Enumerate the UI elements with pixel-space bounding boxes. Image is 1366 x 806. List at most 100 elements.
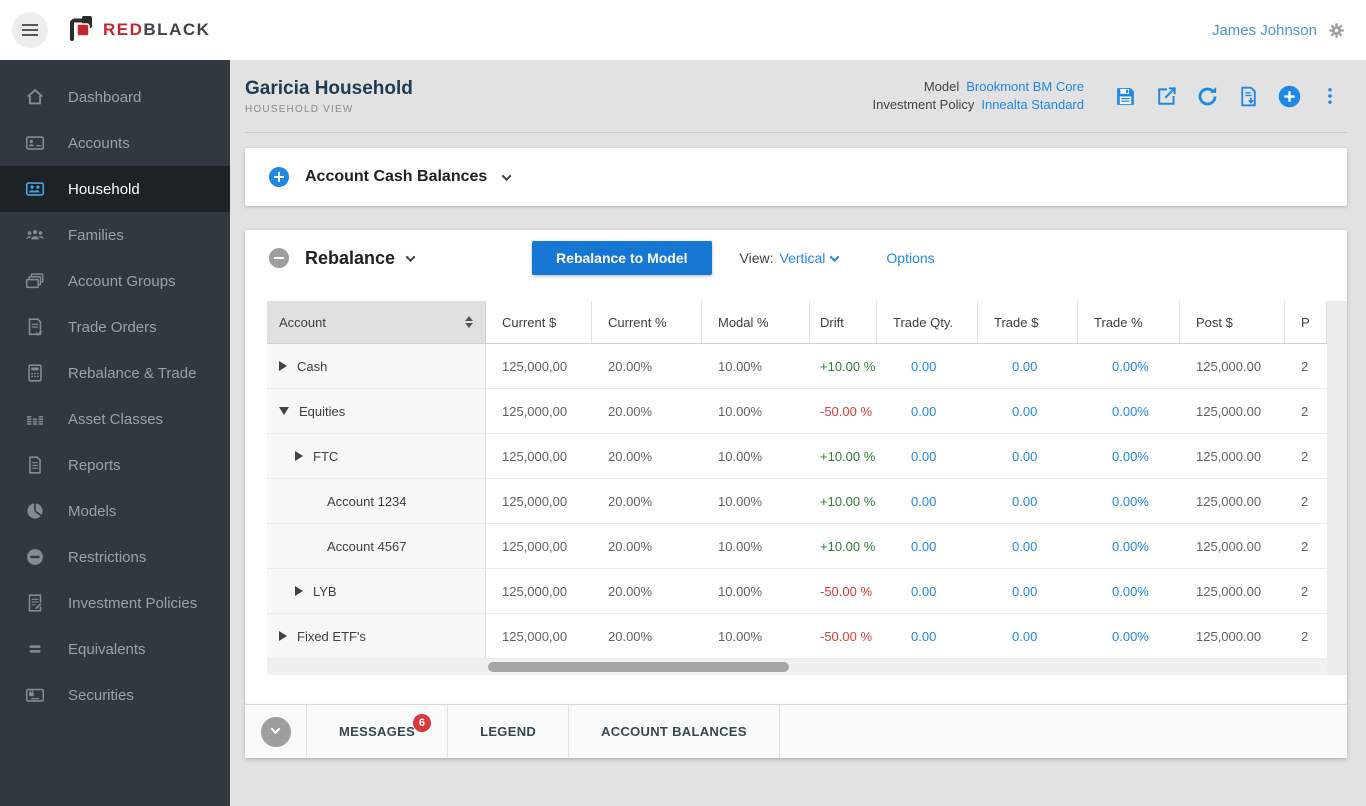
account-label: LYB: [313, 583, 337, 599]
sidebar-item-household[interactable]: Household: [0, 166, 230, 212]
add-icon[interactable]: [1272, 79, 1306, 113]
sidebar-item-investment-policies[interactable]: Investment Policies: [0, 580, 230, 626]
cell-trade-pct[interactable]: 0.00%: [1112, 538, 1149, 554]
chevron-down-icon[interactable]: [829, 251, 840, 262]
cell-trade-dollar[interactable]: 0.00: [1012, 358, 1038, 374]
sidebar-item-account-groups[interactable]: Account Groups: [0, 258, 230, 304]
sidebar-item-rebalance-trade[interactable]: Rebalance & Trade: [0, 350, 230, 396]
cell-trade-dollar[interactable]: 0.00: [1012, 628, 1038, 644]
column-header-trade-dollar[interactable]: Trade $: [978, 301, 1078, 343]
sidebar-item-label: Rebalance & Trade: [68, 364, 197, 382]
topbar-right: James Johnson: [1212, 21, 1346, 40]
dock-tab-account-balances[interactable]: ACCOUNT BALANCES: [569, 705, 780, 758]
sidebar-item-securities[interactable]: Securities: [0, 672, 230, 718]
column-header-label: Modal %: [718, 314, 769, 330]
cell-trade-pct[interactable]: 0.00%: [1112, 358, 1149, 374]
expand-plus-icon[interactable]: [269, 167, 289, 187]
cell-current-pct: 20.00%: [608, 358, 653, 374]
cell-trade-qty[interactable]: 0.00: [911, 403, 937, 419]
cell-post-dollar: 125,000.00: [1196, 448, 1262, 464]
expand-row-icon[interactable]: [279, 361, 287, 371]
cell-trade-qty[interactable]: 0.00: [911, 358, 937, 374]
cell-trade-qty[interactable]: 0.00: [911, 448, 937, 464]
collapse-minus-icon[interactable]: [269, 248, 289, 268]
cell-trade-qty[interactable]: 0.00: [911, 583, 937, 599]
cell-trade-qty[interactable]: 0.00: [911, 628, 937, 644]
cell-trade-qty[interactable]: 0.00: [911, 538, 937, 554]
account-label: Account 1234: [327, 493, 407, 509]
cell-modal-pct: 10.00%: [718, 628, 763, 644]
sidebar-item-models[interactable]: Models: [0, 488, 230, 534]
sidebar-item-dashboard[interactable]: Dashboard: [0, 74, 230, 120]
investment-policy-link[interactable]: Innealta Standard: [981, 97, 1084, 112]
more-icon[interactable]: [1313, 79, 1347, 113]
cell-trade-pct[interactable]: 0.00%: [1112, 493, 1149, 509]
cell-trade-pct[interactable]: 0.00%: [1112, 628, 1149, 644]
cell-trade-pct[interactable]: 0.00%: [1112, 403, 1149, 419]
expand-row-icon[interactable]: [295, 451, 303, 461]
cell-trade-qty[interactable]: 0.00: [911, 493, 937, 509]
user-menu[interactable]: James Johnson: [1211, 21, 1317, 39]
column-header-modal-pct[interactable]: Modal %: [702, 301, 810, 343]
chevron-down-icon[interactable]: [501, 170, 512, 181]
dock-tab-legend[interactable]: LEGEND: [448, 705, 570, 758]
cell-current-dollar: 125,000,00: [502, 538, 568, 554]
settings-gear-icon[interactable]: [1327, 21, 1346, 40]
collapse-row-icon[interactable]: [279, 407, 289, 415]
cell-trade-dollar[interactable]: 0.00: [1012, 538, 1038, 554]
column-header-post-pct[interactable]: P: [1285, 301, 1327, 343]
column-header-label: Current $: [502, 314, 557, 330]
sort-icon[interactable]: [465, 316, 473, 328]
save-icon[interactable]: [1108, 79, 1142, 113]
securities-icon: [24, 684, 46, 706]
dock-chevron-down-icon[interactable]: [260, 716, 291, 747]
cell-trade-dollar[interactable]: 0.00: [1012, 493, 1038, 509]
sidebar-item-restrictions[interactable]: Restrictions: [0, 534, 230, 580]
hamburger-menu-button[interactable]: [12, 12, 48, 48]
column-header-current-dollar[interactable]: Current $: [486, 301, 592, 343]
cell-trade-dollar[interactable]: 0.00: [1012, 448, 1038, 464]
refresh-icon[interactable]: [1190, 79, 1224, 113]
rebalance-to-model-button[interactable]: Rebalance to Model: [532, 241, 712, 275]
table-row: FTC 125,000,00 20.00% 10.00% +10.00 % 0.00 0.0…: [267, 434, 1327, 479]
cell-post-dollar: 125,000.00: [1196, 538, 1262, 554]
cell-current-dollar: 125,000,00: [502, 358, 568, 374]
horizontal-scrollbar-thumb[interactable]: [488, 662, 789, 672]
sidebar-item-trade-orders[interactable]: Trade Orders: [0, 304, 230, 350]
cell-trade-pct[interactable]: 0.00%: [1112, 448, 1149, 464]
column-header-label: Account: [279, 314, 326, 330]
column-header-post-dollar[interactable]: Post $: [1180, 301, 1285, 343]
vertical-scrollbar[interactable]: [1327, 301, 1347, 675]
dock-tab-label: ACCOUNT BALANCES: [601, 724, 747, 739]
export-icon[interactable]: [1231, 79, 1265, 113]
model-link[interactable]: Brookmont BM Core: [966, 79, 1084, 94]
expand-row-icon[interactable]: [295, 586, 303, 596]
cell-trade-dollar[interactable]: 0.00: [1012, 583, 1038, 599]
chevron-down-icon[interactable]: [405, 251, 416, 262]
column-header-current-pct[interactable]: Current %: [592, 301, 702, 343]
sidebar-item-label: Models: [68, 502, 117, 520]
expand-row-icon[interactable]: [279, 631, 287, 641]
options-link[interactable]: Options: [886, 250, 935, 266]
column-header-drift[interactable]: Drift: [810, 301, 877, 343]
cell-trade-pct[interactable]: 0.00%: [1112, 583, 1149, 599]
cell-trade-dollar[interactable]: 0.00: [1012, 403, 1038, 419]
horizontal-scrollbar[interactable]: [267, 659, 1327, 675]
sidebar-item-accounts[interactable]: Accounts: [0, 120, 230, 166]
view-select[interactable]: Vertical: [779, 250, 826, 266]
column-header-label: P: [1301, 314, 1310, 330]
dock-tab-messages[interactable]: MESSAGES 6: [307, 705, 449, 758]
rebalance-table: Account Current $ Current % Modal % Drift Tra…: [267, 301, 1347, 675]
column-header-trade-pct[interactable]: Trade %: [1078, 301, 1180, 343]
sidebar-item-reports[interactable]: Reports: [0, 442, 230, 488]
cell-modal-pct: 10.00%: [718, 448, 763, 464]
share-icon[interactable]: [1149, 79, 1183, 113]
cell-modal-pct: 10.00%: [718, 403, 763, 419]
column-header-trade-qty[interactable]: Trade Qty.: [877, 301, 978, 343]
column-header-account[interactable]: Account: [267, 301, 486, 343]
cell-modal-pct: 10.00%: [718, 583, 763, 599]
sidebar-item-asset-classes[interactable]: Asset Classes: [0, 396, 230, 442]
table-row: Equities 125,000,00 20.00% 10.00% -50.00 % 0.…: [267, 389, 1327, 434]
sidebar-item-families[interactable]: Families: [0, 212, 230, 258]
sidebar-item-equivalents[interactable]: Equivalents: [0, 626, 230, 672]
